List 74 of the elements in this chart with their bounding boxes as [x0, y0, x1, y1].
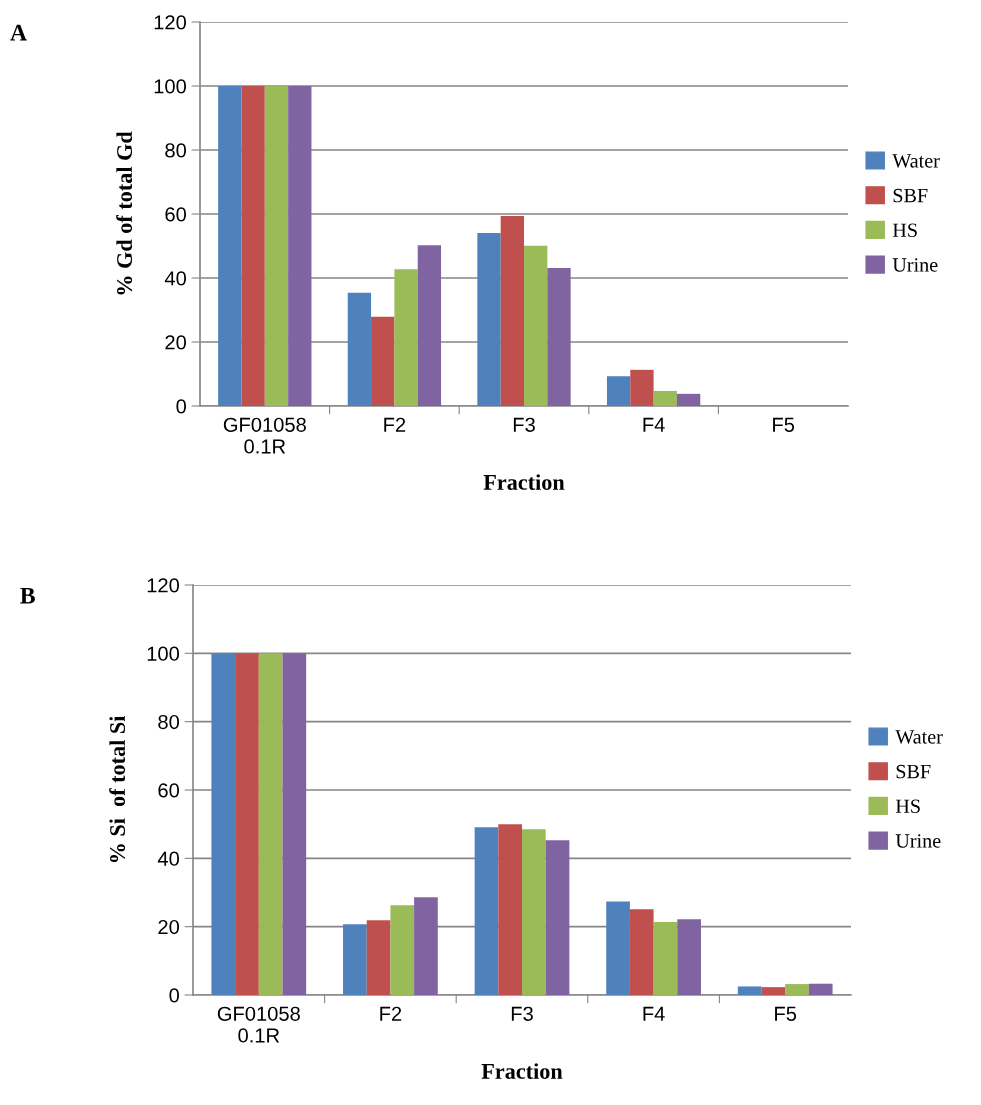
bar [414, 897, 438, 995]
y-tick-label: 120 [147, 578, 180, 593]
x-axis-title: Fraction [483, 474, 565, 490]
x-tick-label: F3 [513, 417, 535, 432]
bar [761, 987, 786, 995]
y-tick-label: 120 [154, 15, 187, 30]
legend-label: HS [892, 223, 917, 238]
y-tick-label: 100 [154, 79, 187, 94]
bar [371, 316, 395, 406]
x-tick-label: GF01058 0.1R [217, 1006, 300, 1043]
bar [524, 245, 548, 406]
legend-label: SBF [893, 188, 928, 203]
x-tick-label: F4 [643, 1006, 665, 1021]
x-tick-label: F3 [511, 1006, 533, 1021]
x-tick-label: F5 [775, 1006, 797, 1021]
bar [218, 86, 242, 406]
legend-label: Urine [892, 258, 938, 272]
bar [258, 653, 283, 995]
bar [241, 86, 265, 406]
x-tick-label: F4 [643, 417, 665, 432]
x-tick-label: F2 [380, 1006, 402, 1021]
y-tick-label: 20 [158, 919, 180, 935]
bar [235, 653, 259, 995]
bar [545, 840, 570, 995]
y-tick-label: 20 [165, 335, 187, 350]
y-tick-label: 80 [165, 143, 187, 158]
bar [808, 983, 833, 995]
bar [653, 921, 678, 995]
legend-label: Water [895, 730, 943, 744]
bar [522, 829, 546, 995]
bar [500, 215, 524, 406]
bar [366, 920, 391, 995]
bar [343, 924, 367, 995]
bar [288, 86, 312, 406]
y-axis-title: % Gd of total Gd [116, 131, 133, 295]
bar [737, 986, 762, 995]
y-axis-title: % Si of total Si [109, 715, 126, 863]
text: A [10, 24, 27, 41]
bar [630, 369, 654, 406]
y-tick-label: 40 [164, 271, 187, 286]
bar [547, 268, 571, 406]
x-tick-label: GF01058 0.1R [223, 417, 306, 454]
bar [474, 827, 499, 995]
y-tick-label: 100 [147, 646, 180, 661]
bar [653, 390, 677, 406]
bar [282, 653, 307, 995]
x-axis-title: Fraction [481, 1063, 563, 1079]
y-tick-label: 80 [158, 714, 180, 730]
bar [606, 901, 630, 995]
legend-label: Urine [895, 834, 941, 848]
bar [264, 86, 289, 406]
y-tick-label: 60 [158, 783, 180, 798]
bar [477, 232, 501, 406]
y-tick-label: 0 [169, 988, 180, 1003]
legend-label: HS [895, 799, 920, 814]
bar [347, 292, 372, 406]
y-tick-label: 40 [157, 851, 180, 866]
bar [676, 393, 701, 406]
bar [211, 653, 236, 995]
legend-label: Water [892, 154, 940, 168]
x-tick-label: F5 [773, 417, 795, 432]
bar [498, 824, 522, 995]
text: B [20, 587, 35, 604]
legend-label: SBF [896, 764, 931, 779]
bar [417, 245, 442, 406]
bar [785, 984, 809, 995]
x-tick-label: F2 [384, 417, 406, 432]
y-tick-label: 0 [176, 399, 187, 414]
bar [606, 376, 631, 406]
bar [390, 905, 415, 995]
bar [677, 919, 701, 995]
bar [394, 269, 418, 406]
y-tick-label: 60 [165, 207, 187, 222]
bar [629, 909, 654, 995]
